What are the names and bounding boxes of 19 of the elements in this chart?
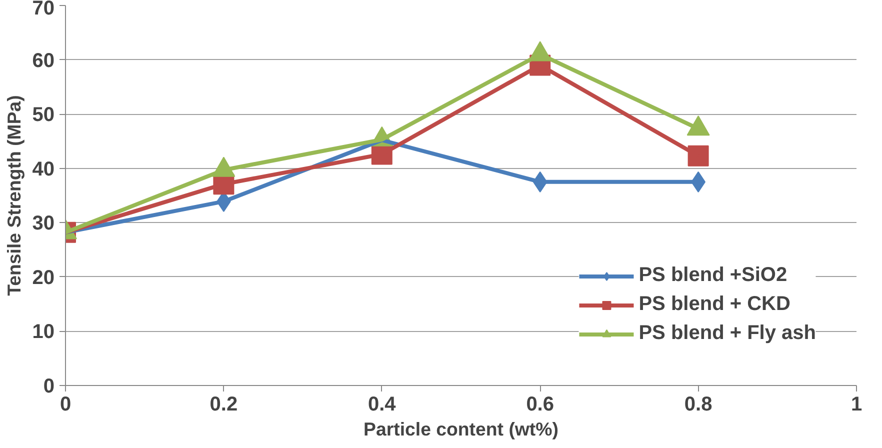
y-tick-label: 40 [32, 158, 55, 180]
y-tick-label: 10 [32, 321, 55, 344]
x-tick-label: 0.4 [368, 394, 397, 416]
y-tick-label: 0 [43, 376, 54, 398]
x-tick-label: 0.2 [210, 394, 238, 416]
y-tick-label: 60 [32, 50, 55, 72]
x-tick-label: 0.8 [684, 394, 712, 416]
x-tick-label: 0.6 [526, 394, 554, 416]
y-tick-label: 20 [32, 266, 55, 289]
legend-label: PS blend +SiO2 [638, 264, 788, 287]
legend-label: PS blend + CKD [638, 293, 790, 316]
x-axis-title: Particle content (wt%) [364, 418, 558, 440]
legend-label: PS blend + Fly ash [638, 322, 816, 345]
y-tick-label: 70 [32, 0, 55, 20]
x-tick-label: 1 [850, 394, 862, 416]
y-tick-label: 30 [32, 212, 55, 235]
x-tick-label: 0 [60, 394, 72, 416]
y-axis-title: Tensile Strength (MPa) [3, 95, 24, 296]
y-tick-label: 50 [32, 104, 55, 126]
